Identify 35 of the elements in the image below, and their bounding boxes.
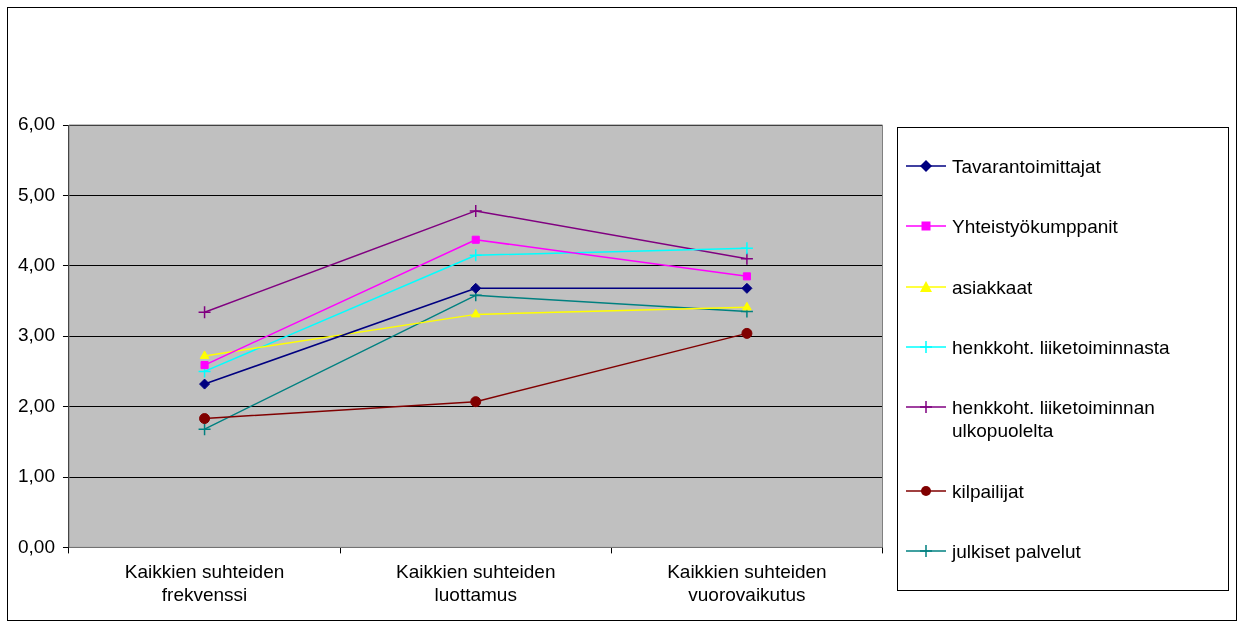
legend-label: julkiset palvelut <box>952 540 1081 564</box>
legend-label: Tavarantoimittajat <box>952 154 1101 178</box>
y-tick-label: 2,00 <box>18 394 55 416</box>
point <box>199 413 211 425</box>
point <box>740 241 754 255</box>
point <box>199 350 210 359</box>
y-tick-label: 5,00 <box>18 183 55 205</box>
legend-label: asiakkaat <box>952 275 1033 299</box>
point <box>742 272 751 281</box>
point <box>741 282 753 294</box>
point <box>471 235 480 244</box>
point <box>740 252 754 266</box>
point <box>199 378 211 390</box>
y-tick-label: 1,00 <box>18 465 55 487</box>
point <box>742 301 752 311</box>
legend-label: henkkoht. liiketoiminnasta <box>952 335 1170 359</box>
y-tick-label: 4,00 <box>18 254 55 276</box>
legend-label: henkkoht. liiketoiminnan ulkopuolelta <box>952 396 1156 443</box>
point <box>470 308 481 318</box>
point <box>468 204 483 218</box>
y-tick-label: 3,00 <box>18 324 55 346</box>
point <box>197 422 212 436</box>
y-tick-label: 6,00 <box>18 113 55 135</box>
x-tick-label: Kaikkien suhteiden luottamus <box>395 561 556 605</box>
point <box>468 248 483 262</box>
point <box>197 305 212 320</box>
x-tick-label: Kaikkien suhteiden frekvenssi <box>124 561 285 605</box>
legend-label: Yhteistyökumppanit <box>952 215 1118 239</box>
y-tick-label: 0,00 <box>18 535 55 557</box>
point <box>200 361 209 370</box>
legend-label: kilpailijat <box>952 479 1024 503</box>
point <box>470 396 482 408</box>
point <box>741 327 753 339</box>
x-tick-label: Kaikkien suhteiden vuorovaikutus <box>667 561 827 605</box>
point <box>470 282 482 294</box>
